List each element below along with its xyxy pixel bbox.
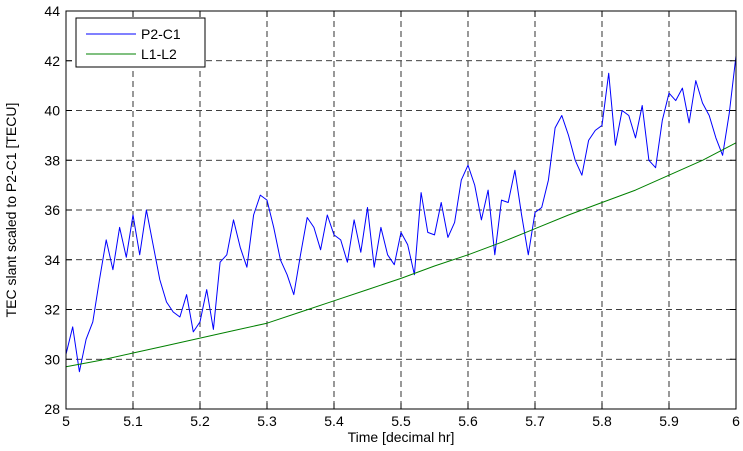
y-tick-label: 34 — [44, 252, 60, 268]
x-tick-label: 5 — [62, 413, 70, 429]
series-layer — [65, 55, 737, 373]
y-axis: 28 30 32 34 36 38 40 42 44 — [44, 3, 736, 417]
x-tick-label: 5.6 — [458, 413, 478, 429]
x-tick-label: 5.4 — [324, 413, 344, 429]
y-tick-label: 38 — [44, 152, 60, 168]
legend: P2-C1 L1-L2 — [75, 17, 206, 68]
legend-box — [75, 17, 206, 68]
x-axis: 5 5.1 5.2 5.3 5.4 5.5 5.6 5.7 5.8 5.9 6 — [62, 11, 740, 429]
y-tick-label: 42 — [44, 53, 60, 69]
x-tick-label: 6 — [732, 413, 740, 429]
series-line-p2-c1 — [65, 55, 737, 373]
x-tick-label: 5.7 — [525, 413, 545, 429]
y-tick-label: 28 — [44, 401, 60, 417]
x-tick-label: 5.2 — [190, 413, 210, 429]
x-tick-label: 5.9 — [659, 413, 679, 429]
legend-label-l1-l2: L1-L2 — [141, 46, 177, 62]
y-tick-label: 44 — [44, 3, 60, 19]
x-tick-label: 5.1 — [123, 413, 143, 429]
x-tick-label: 5.8 — [592, 413, 612, 429]
y-tick-label: 30 — [44, 351, 60, 367]
x-tick-label: 5.3 — [257, 413, 277, 429]
y-axis-label: TEC slant scaled to P2-C1 [TECU] — [3, 103, 19, 318]
series-line-l1-l2 — [65, 142, 737, 368]
x-axis-label: Time [decimal hr] — [348, 429, 455, 445]
x-tick-label: 5.5 — [391, 413, 411, 429]
y-tick-label: 36 — [44, 202, 60, 218]
y-tick-label: 32 — [44, 302, 60, 318]
legend-label-p2-c1: P2-C1 — [141, 26, 181, 42]
y-tick-label: 40 — [44, 103, 60, 119]
